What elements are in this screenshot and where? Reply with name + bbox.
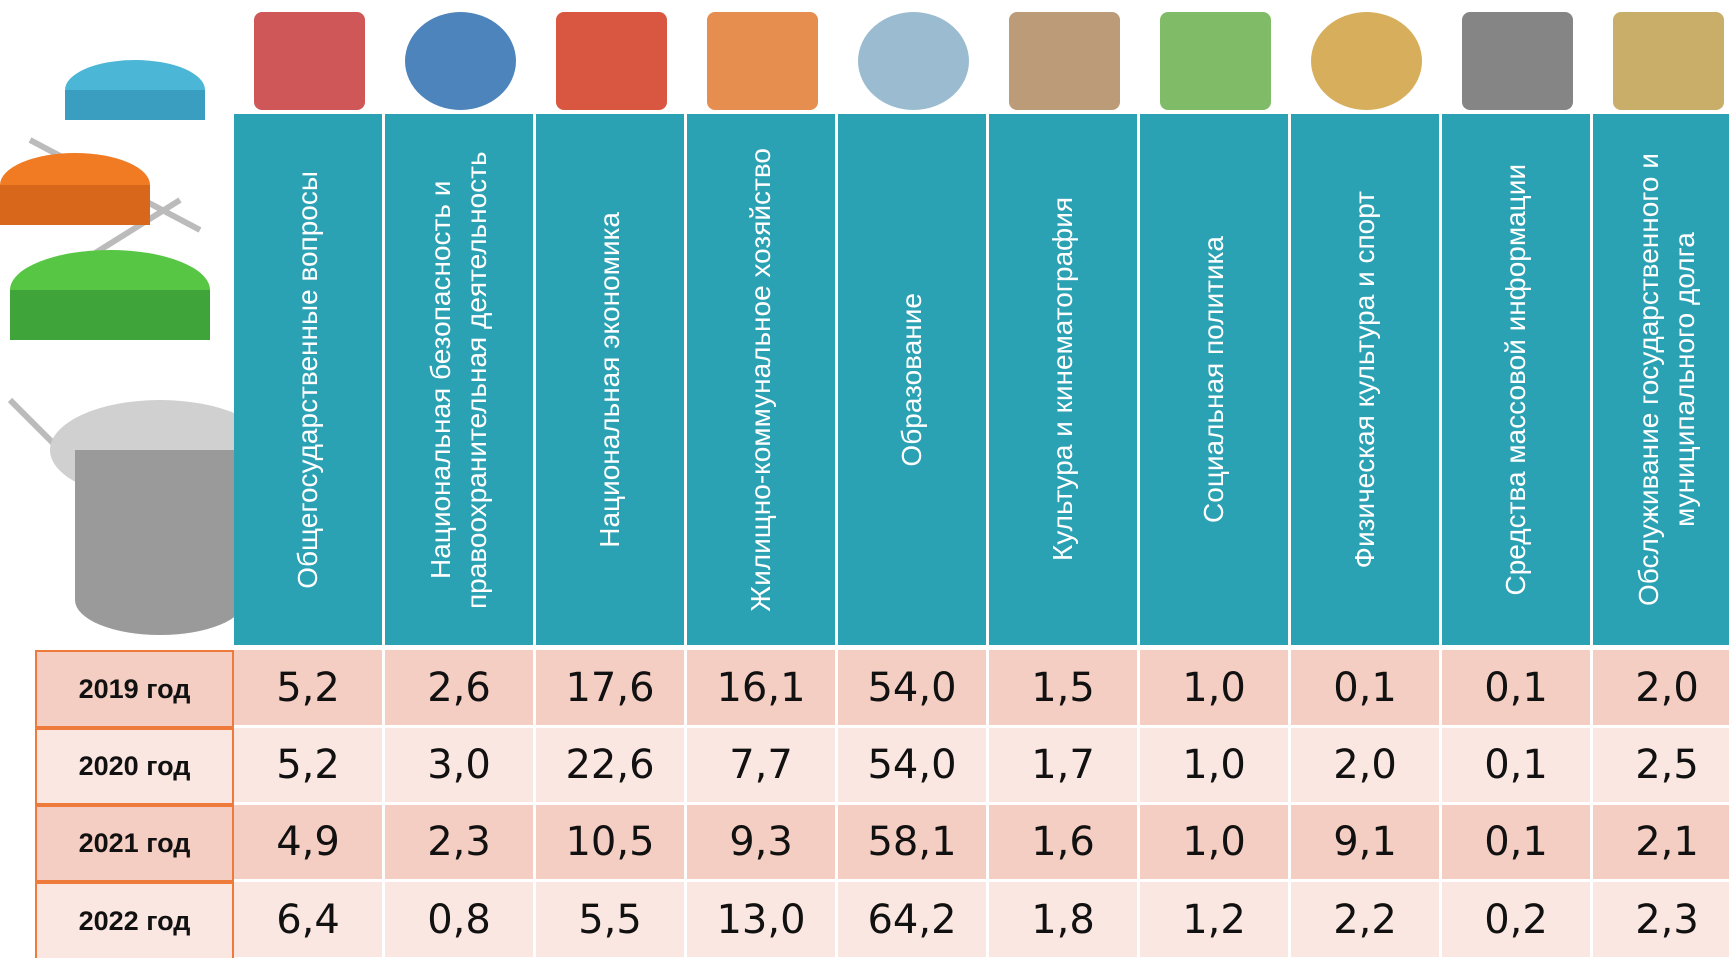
column-header: Общегосударственные вопросы [234, 114, 385, 645]
cell: 2,3 [385, 805, 536, 882]
column-header: Образование [838, 114, 989, 645]
disk [10, 290, 210, 340]
row-label: 2021 год [35, 805, 234, 882]
column-header-text: Национальная безопасность и правоохранит… [425, 150, 492, 609]
cell: 54,0 [838, 650, 989, 728]
cell: 2,0 [1291, 728, 1442, 805]
column-header-text: Жилищно-коммунальное хозяйство [745, 147, 776, 612]
decoration [0, 60, 240, 635]
cell: 2,2 [1291, 882, 1442, 958]
cell: 2,1 [1593, 805, 1729, 882]
column-header: Культура и кинематография [989, 114, 1140, 645]
cell: 16,1 [687, 650, 838, 728]
cell: 6,4 [234, 882, 385, 958]
cell: 0,1 [1442, 650, 1593, 728]
disk [0, 185, 150, 225]
cell: 17,6 [536, 650, 687, 728]
icon [707, 12, 818, 110]
cell: 1,0 [1140, 805, 1291, 882]
cell: 2,3 [1593, 882, 1729, 958]
column-header-text: Национальная экономика [594, 211, 625, 548]
column-header-text: Средства массовой информации [1500, 163, 1531, 596]
cell: 54,0 [838, 728, 989, 805]
cell: 22,6 [536, 728, 687, 805]
icon [1009, 12, 1120, 110]
cell: 0,1 [1442, 805, 1593, 882]
cell: 1,0 [1140, 650, 1291, 728]
cell: 9,3 [687, 805, 838, 882]
column-header-text: Культура и кинематография [1047, 197, 1078, 562]
cell: 3,0 [385, 728, 536, 805]
column-header-text: Физическая культура и спорт [1349, 190, 1380, 569]
cell: 1,2 [1140, 882, 1291, 958]
cell: 2,6 [385, 650, 536, 728]
column-header-text: Общегосударственные вопросы [292, 170, 323, 589]
cell: 13,0 [687, 882, 838, 958]
column-header-text: Социальная политика [1198, 236, 1229, 523]
column-header: Физическая культура и спорт [1291, 114, 1442, 645]
cell: 0,1 [1291, 650, 1442, 728]
icon [1462, 12, 1573, 110]
cell: 1,5 [989, 650, 1140, 728]
cell: 64,2 [838, 882, 989, 958]
row-label: 2019 год [35, 650, 234, 728]
column-header: Средства массовой информации [1442, 114, 1593, 645]
row-label: 2020 год [35, 728, 234, 805]
column-header-text: Обслуживание государственного и муниципа… [1633, 153, 1700, 606]
icon [858, 12, 969, 110]
column-header: Национальная экономика [536, 114, 687, 645]
cell: 1,0 [1140, 728, 1291, 805]
disk [75, 565, 240, 635]
icon [1160, 12, 1271, 110]
cell: 2,5 [1593, 728, 1729, 805]
column-header: Социальная политика [1140, 114, 1291, 645]
cell: 1,7 [989, 728, 1140, 805]
icon [1613, 12, 1724, 110]
cell: 5,5 [536, 882, 687, 958]
cell: 0,2 [1442, 882, 1593, 958]
cell: 5,2 [234, 650, 385, 728]
icon [405, 12, 516, 110]
cell: 4,9 [234, 805, 385, 882]
cell: 1,8 [989, 882, 1140, 958]
cell: 1,6 [989, 805, 1140, 882]
icon [254, 12, 365, 110]
cell: 0,8 [385, 882, 536, 958]
column-header: Обслуживание государственного и муниципа… [1593, 114, 1729, 645]
cell: 2,0 [1593, 650, 1729, 728]
cell: 9,1 [1291, 805, 1442, 882]
cell: 0,1 [1442, 728, 1593, 805]
icon [1311, 12, 1422, 110]
column-header: Национальная безопасность и правоохранит… [385, 114, 536, 645]
column-header-text: Образование [896, 292, 927, 467]
cell: 10,5 [536, 805, 687, 882]
cell: 5,2 [234, 728, 385, 805]
disk [65, 90, 205, 120]
cell: 58,1 [838, 805, 989, 882]
icon [556, 12, 667, 110]
column-header: Жилищно-коммунальное хозяйство [687, 114, 838, 645]
cell: 7,7 [687, 728, 838, 805]
row-label: 2022 год [35, 882, 234, 958]
